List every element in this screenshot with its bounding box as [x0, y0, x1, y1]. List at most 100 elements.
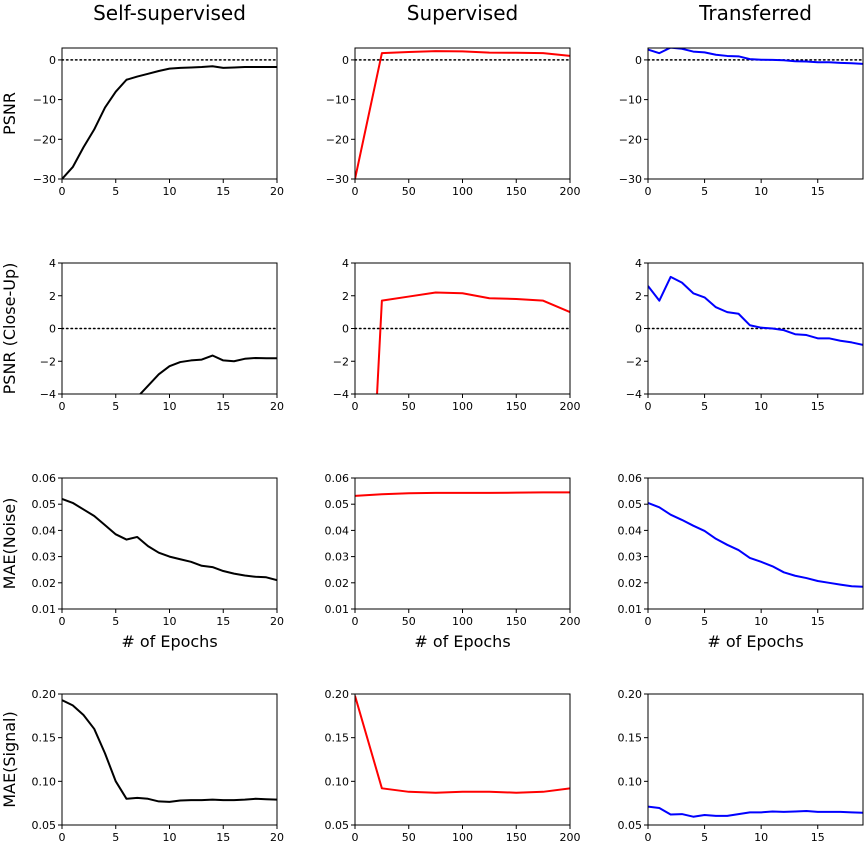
x-tick-label: 15 — [216, 185, 230, 198]
y-tick-label: −4 — [626, 388, 642, 401]
y-tick-label: −30 — [33, 173, 56, 186]
x-tick-label: 10 — [163, 615, 177, 628]
panel-r1-c1: −30 −20 −10 0 0 5 10 15 20 — [33, 47, 284, 198]
y-tick-label: 0.06 — [325, 472, 350, 485]
y-tick-label: 0.04 — [618, 524, 643, 537]
axes-frame — [647, 693, 864, 826]
x-tick-label: 50 — [402, 615, 416, 628]
series-line — [376, 291, 570, 394]
x-tick-label: 5 — [701, 831, 708, 844]
axes-frame — [354, 47, 571, 180]
y-tick-label: 0.20 — [618, 688, 643, 701]
y-tick-label: 0.04 — [325, 524, 350, 537]
x-tick-label: 20 — [270, 185, 284, 198]
y-tick-label: 0.05 — [325, 498, 350, 511]
y-tick-label: 0 — [342, 54, 349, 67]
x-tick-label: 0 — [59, 400, 66, 413]
x-tick-label: 200 — [560, 831, 581, 844]
series-line — [62, 65, 277, 179]
x-tick-label: 5 — [112, 615, 119, 628]
y-tick-label: 2 — [49, 290, 56, 303]
x-tick-label: 100 — [452, 400, 473, 413]
column-title-1: Self-supervised — [93, 1, 246, 25]
panel-r1-c3: −30 −20 −10 0 0 5 10 15 — [619, 47, 864, 198]
x-tick-label: 50 — [402, 831, 416, 844]
x-tick-label: 200 — [560, 400, 581, 413]
axes-frame — [61, 477, 278, 610]
y-tick-label: −10 — [326, 94, 349, 107]
y-tick-label: −4 — [333, 388, 349, 401]
x-tick-label: 0 — [645, 831, 652, 844]
x-tick-label: 15 — [811, 831, 825, 844]
x-tick-label: 0 — [645, 185, 652, 198]
column-title-3: Transferred — [698, 1, 812, 25]
panel-r2-c2: −4 −2 0 2 4 0 50 100 150 200 — [333, 257, 581, 413]
y-tick-label: −30 — [619, 173, 642, 186]
y-tick-label: 0.03 — [618, 551, 643, 564]
axes-frame — [647, 47, 864, 180]
x-axis-label: # of Epochs — [707, 632, 803, 651]
panel-r1-c2: −30 −20 −10 0 0 50 100 150 200 — [326, 47, 581, 198]
y-tick-label: 0.03 — [325, 551, 350, 564]
x-tick-label: 0 — [59, 831, 66, 844]
x-tick-label: 15 — [216, 831, 230, 844]
y-tick-label: 0.01 — [32, 603, 57, 616]
x-tick-label: 0 — [59, 615, 66, 628]
panel-r4-c2: 0.05 0.10 0.15 0.20 0 50 100 150 200 — [325, 688, 581, 844]
series-line — [648, 275, 863, 346]
x-tick-label: 0 — [352, 615, 359, 628]
y-tick-label: −4 — [40, 388, 56, 401]
series-line — [355, 491, 570, 497]
y-tick-label: 0.15 — [618, 732, 643, 745]
y-tick-label: 0.10 — [325, 775, 350, 788]
panel-r2-c3: −4 −2 0 2 4 0 5 10 15 — [626, 257, 864, 413]
y-tick-label: 0 — [49, 54, 56, 67]
y-tick-label: 0.10 — [32, 775, 57, 788]
y-tick-label: 0.15 — [325, 732, 350, 745]
x-tick-label: 100 — [452, 185, 473, 198]
y-tick-label: 0.01 — [618, 603, 643, 616]
y-tick-label: −2 — [626, 355, 642, 368]
x-tick-label: 100 — [452, 831, 473, 844]
x-tick-label: 20 — [270, 831, 284, 844]
y-tick-label: 0.15 — [32, 732, 57, 745]
panel-r4-c1: 0.05 0.10 0.15 0.20 0 5 10 15 20 — [32, 688, 285, 844]
x-tick-label: 15 — [216, 400, 230, 413]
y-tick-label: 0.02 — [32, 577, 57, 590]
y-tick-label: 4 — [342, 257, 349, 270]
y-tick-label: 0.05 — [618, 819, 643, 832]
x-tick-label: 50 — [402, 185, 416, 198]
x-tick-label: 20 — [270, 400, 284, 413]
y-tick-label: 0 — [342, 323, 349, 336]
series-line — [355, 50, 570, 179]
column-title-2: Supervised — [407, 1, 518, 25]
y-tick-label: 0.05 — [618, 498, 643, 511]
x-tick-label: 5 — [701, 185, 708, 198]
x-tick-label: 5 — [112, 185, 119, 198]
x-tick-label: 10 — [754, 185, 768, 198]
x-tick-label: 150 — [506, 400, 527, 413]
y-tick-label: 0.05 — [325, 819, 350, 832]
y-tick-label: 0.02 — [325, 577, 350, 590]
series-line — [648, 501, 863, 588]
series-line — [648, 805, 863, 818]
axes-frame — [354, 477, 571, 610]
x-tick-label: 10 — [754, 400, 768, 413]
y-tick-label: 0.20 — [325, 688, 350, 701]
y-tick-label: 4 — [635, 257, 642, 270]
x-tick-label: 10 — [163, 400, 177, 413]
axes-frame — [61, 693, 278, 826]
x-tick-label: 10 — [163, 185, 177, 198]
x-tick-label: 200 — [560, 185, 581, 198]
x-tick-label: 10 — [163, 831, 177, 844]
x-tick-label: 0 — [645, 615, 652, 628]
x-tick-label: 200 — [560, 615, 581, 628]
y-tick-label: 2 — [635, 290, 642, 303]
axes-frame — [354, 693, 571, 826]
y-tick-label: −2 — [40, 355, 56, 368]
series-line — [62, 498, 277, 582]
panel-r3-c1: 0.01 0.02 0.03 0.04 0.05 0.06 0 5 10 15 20 # of Epo… — [32, 472, 285, 651]
x-tick-label: 15 — [811, 400, 825, 413]
y-tick-label: −10 — [619, 94, 642, 107]
